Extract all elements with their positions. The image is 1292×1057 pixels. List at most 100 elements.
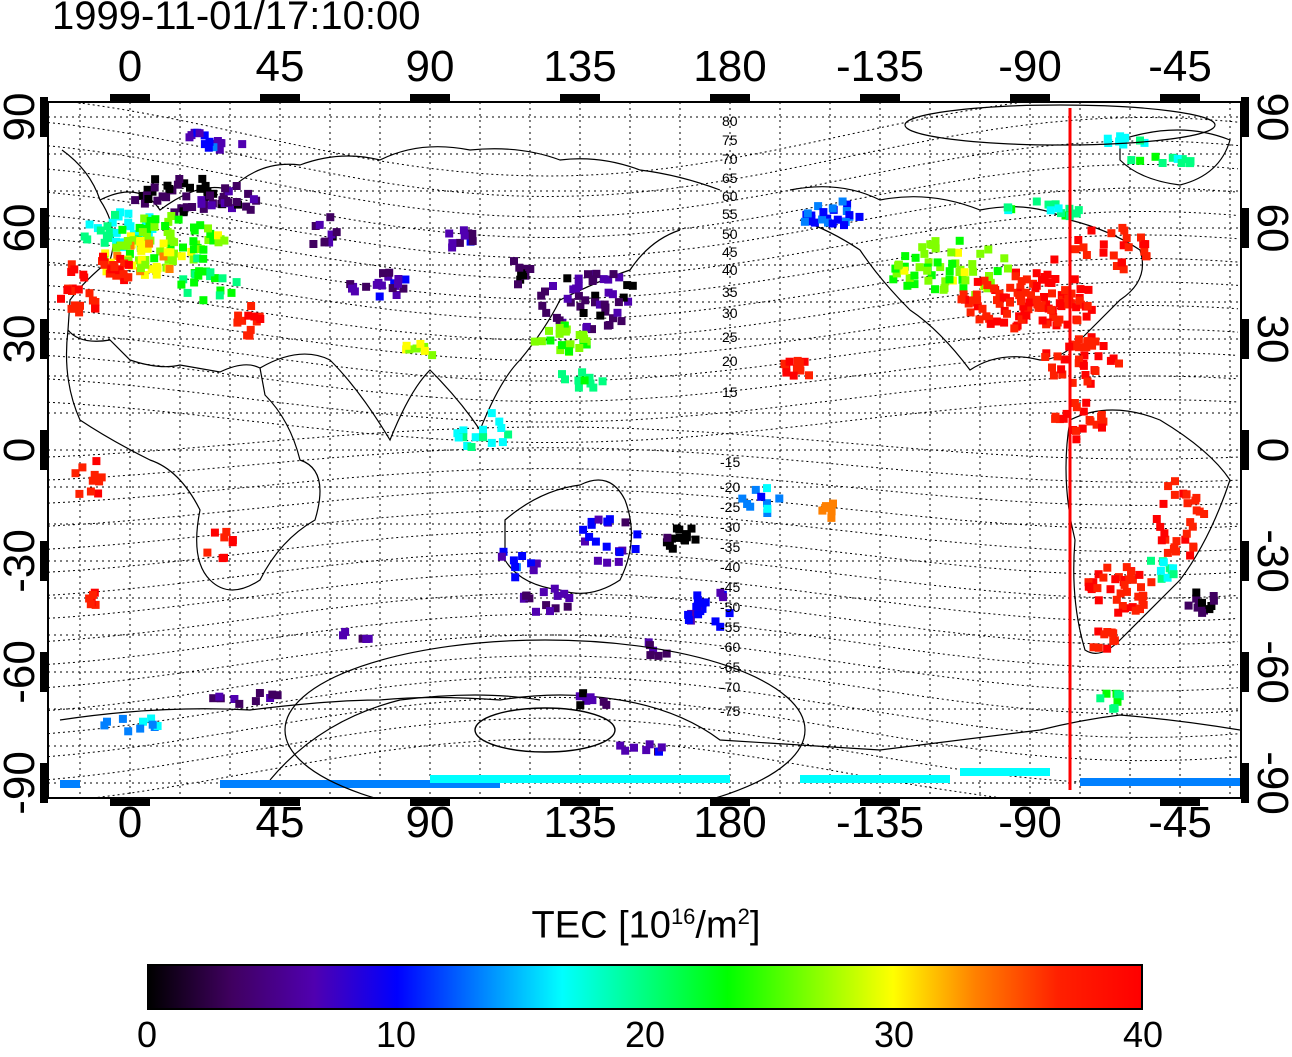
tec-point bbox=[1055, 299, 1064, 308]
tec-point bbox=[789, 371, 798, 380]
tec-point bbox=[763, 504, 772, 513]
tec-point bbox=[215, 692, 224, 701]
colorbar-tick-label: 30 bbox=[873, 1014, 915, 1055]
frame-ticks bbox=[40, 94, 1249, 806]
tec-point bbox=[516, 275, 525, 284]
tec-point bbox=[555, 323, 564, 332]
tec-point bbox=[1164, 482, 1173, 491]
tec-point bbox=[459, 433, 468, 442]
tec-point bbox=[614, 298, 623, 307]
tec-point bbox=[924, 258, 933, 267]
tec-point bbox=[574, 383, 583, 392]
tec-point bbox=[561, 327, 570, 336]
tec-point bbox=[232, 278, 241, 287]
tec-point bbox=[392, 291, 401, 299]
tec-point bbox=[124, 727, 133, 736]
tec-point bbox=[1000, 318, 1009, 327]
tec-point bbox=[1043, 270, 1052, 279]
tec-point bbox=[182, 192, 191, 201]
tick-top-label: 45 bbox=[255, 42, 305, 91]
tec-point bbox=[1054, 204, 1063, 213]
tec-point bbox=[565, 594, 574, 602]
tec-point bbox=[234, 311, 243, 320]
tec-point bbox=[589, 275, 598, 284]
tec-point bbox=[1093, 584, 1102, 593]
tec-point bbox=[103, 222, 112, 231]
tec-point bbox=[164, 255, 173, 264]
tec-point bbox=[165, 236, 174, 245]
tec-point bbox=[1098, 423, 1106, 432]
tec-point bbox=[1082, 312, 1091, 321]
tec-point bbox=[1011, 272, 1020, 281]
tec-point bbox=[1019, 302, 1028, 311]
tec-point bbox=[805, 371, 813, 380]
tec-point bbox=[204, 224, 212, 233]
tec-point bbox=[177, 252, 186, 261]
tec-point bbox=[1156, 522, 1165, 531]
tec-point bbox=[1084, 582, 1093, 591]
tec-point bbox=[1003, 309, 1011, 318]
tec-point bbox=[394, 275, 403, 283]
tec-point bbox=[546, 607, 554, 616]
tick-left-label: 90 bbox=[0, 92, 44, 142]
tec-point bbox=[936, 263, 945, 272]
tec-point bbox=[993, 296, 1001, 305]
tec-point bbox=[1137, 233, 1145, 242]
tick-right-label: -30 bbox=[1248, 529, 1292, 593]
tec-point bbox=[592, 269, 601, 278]
tec-point bbox=[945, 267, 954, 276]
tec-point bbox=[497, 552, 506, 561]
tec-point bbox=[1073, 316, 1082, 325]
contour-label: 15 bbox=[722, 384, 738, 400]
tec-point bbox=[199, 245, 208, 254]
colorbar-title-text: TEC [10 bbox=[531, 904, 671, 947]
magnetic-contour bbox=[48, 655, 1239, 715]
tec-point bbox=[1200, 510, 1209, 518]
tec-point bbox=[1192, 506, 1201, 515]
tec-point bbox=[564, 340, 573, 349]
contour-label: -15 bbox=[720, 454, 740, 470]
tec-point bbox=[206, 229, 215, 238]
lat-tick-mark bbox=[40, 430, 48, 470]
tec-point bbox=[1044, 278, 1053, 287]
tec-point bbox=[725, 609, 734, 618]
colorbar-tick-label: 10 bbox=[375, 1014, 417, 1055]
tec-band bbox=[800, 775, 950, 783]
tec-point bbox=[982, 312, 991, 321]
tec-point bbox=[763, 499, 771, 508]
tec-point bbox=[246, 325, 255, 334]
tec-point bbox=[615, 273, 624, 282]
tec-point bbox=[362, 635, 371, 643]
tec-point bbox=[556, 346, 565, 355]
tec-point bbox=[1188, 522, 1197, 531]
tec-point bbox=[1075, 296, 1084, 305]
tec-point bbox=[166, 229, 175, 238]
tec-point bbox=[1072, 403, 1081, 412]
magnetic-latitude-contours bbox=[48, 102, 1239, 798]
tick-top-label: -45 bbox=[1148, 42, 1212, 91]
tec-point bbox=[315, 220, 324, 229]
contour-label: -40 bbox=[720, 559, 740, 575]
tec-point bbox=[1159, 499, 1168, 508]
tec-point bbox=[1016, 283, 1025, 292]
tec-point bbox=[572, 284, 581, 293]
tec-point bbox=[1057, 209, 1065, 218]
magnetic-contour bbox=[48, 399, 1239, 443]
tec-point bbox=[1112, 595, 1121, 604]
tec-point bbox=[763, 509, 772, 517]
tec-point bbox=[339, 631, 347, 640]
contour-label: -50 bbox=[720, 599, 740, 615]
tec-point bbox=[1032, 295, 1041, 304]
tec-point bbox=[273, 691, 282, 700]
tec-point bbox=[124, 260, 133, 269]
tec-point bbox=[1094, 596, 1103, 605]
tec-point bbox=[206, 191, 214, 200]
tec-point bbox=[1097, 410, 1106, 419]
tick-top-label: 0 bbox=[117, 42, 143, 91]
tick-bottom-label: -45 bbox=[1148, 798, 1212, 847]
tec-point bbox=[1147, 556, 1155, 565]
lat-tick-mark bbox=[1241, 652, 1249, 692]
tec-point bbox=[1140, 138, 1149, 147]
tec-point bbox=[1160, 529, 1169, 538]
tec-point bbox=[589, 383, 598, 392]
